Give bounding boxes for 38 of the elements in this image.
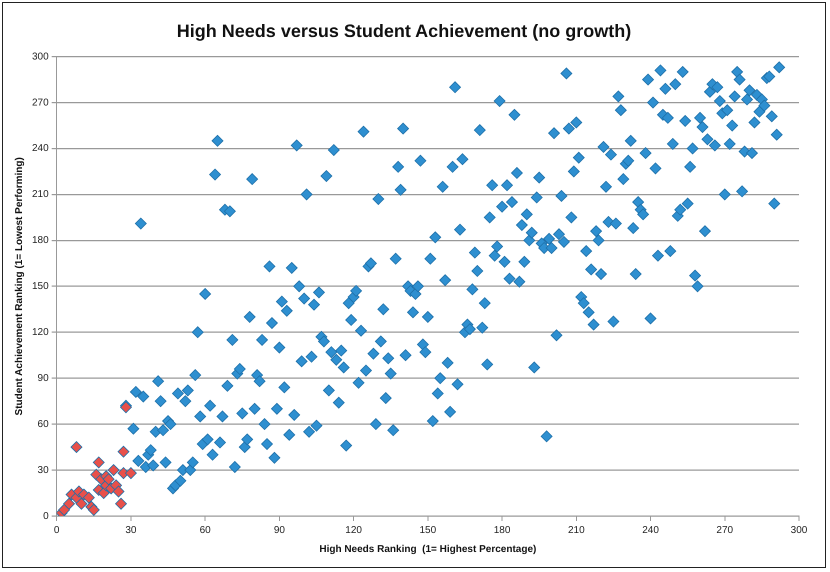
y-tick-label: 30 [38,464,50,476]
point [115,498,127,510]
y-tick-label: 300 [32,51,50,62]
point [70,441,82,453]
x-axis-title: High Needs Ranking (1= Highest Percentage) [319,544,536,555]
y-axis-title: Student Achievement Ranking (1= Lowest Performing) [14,157,25,416]
x-tick-label: 0 [54,524,60,536]
point [118,446,130,458]
x-tick-label: 120 [345,524,362,536]
point [108,464,120,476]
x-tick-label: 270 [716,524,734,536]
x-tick-label: 300 [790,524,808,536]
y-tick-label: 150 [32,281,50,292]
x-tick-label: 240 [642,524,660,536]
chart-title: High Needs versus Student Achievement (no growth) [176,20,632,41]
y-tick-label: 0 [43,510,50,522]
point [102,473,115,486]
point [125,467,137,480]
point [88,504,100,516]
x-tick-label: 60 [200,524,212,536]
point [58,504,70,516]
point [76,498,88,510]
x-tick-label: 90 [274,524,286,536]
y-tick-label: 240 [32,143,50,154]
x-tick-label: 180 [494,524,511,536]
x-tick-label: 150 [420,524,437,536]
point [112,486,124,498]
y-tick-label: 60 [38,418,50,430]
point [82,492,95,504]
x-tick-label: 210 [568,524,586,536]
point [63,498,75,510]
point [92,456,105,468]
y-tick-label: 120 [32,326,50,338]
y-tick-label: 270 [32,97,50,108]
x-tick-label: 30 [125,524,137,536]
y-tick-label: 90 [38,372,50,384]
y-tick-label: 180 [32,235,50,246]
y-tick-label: 210 [32,189,50,200]
